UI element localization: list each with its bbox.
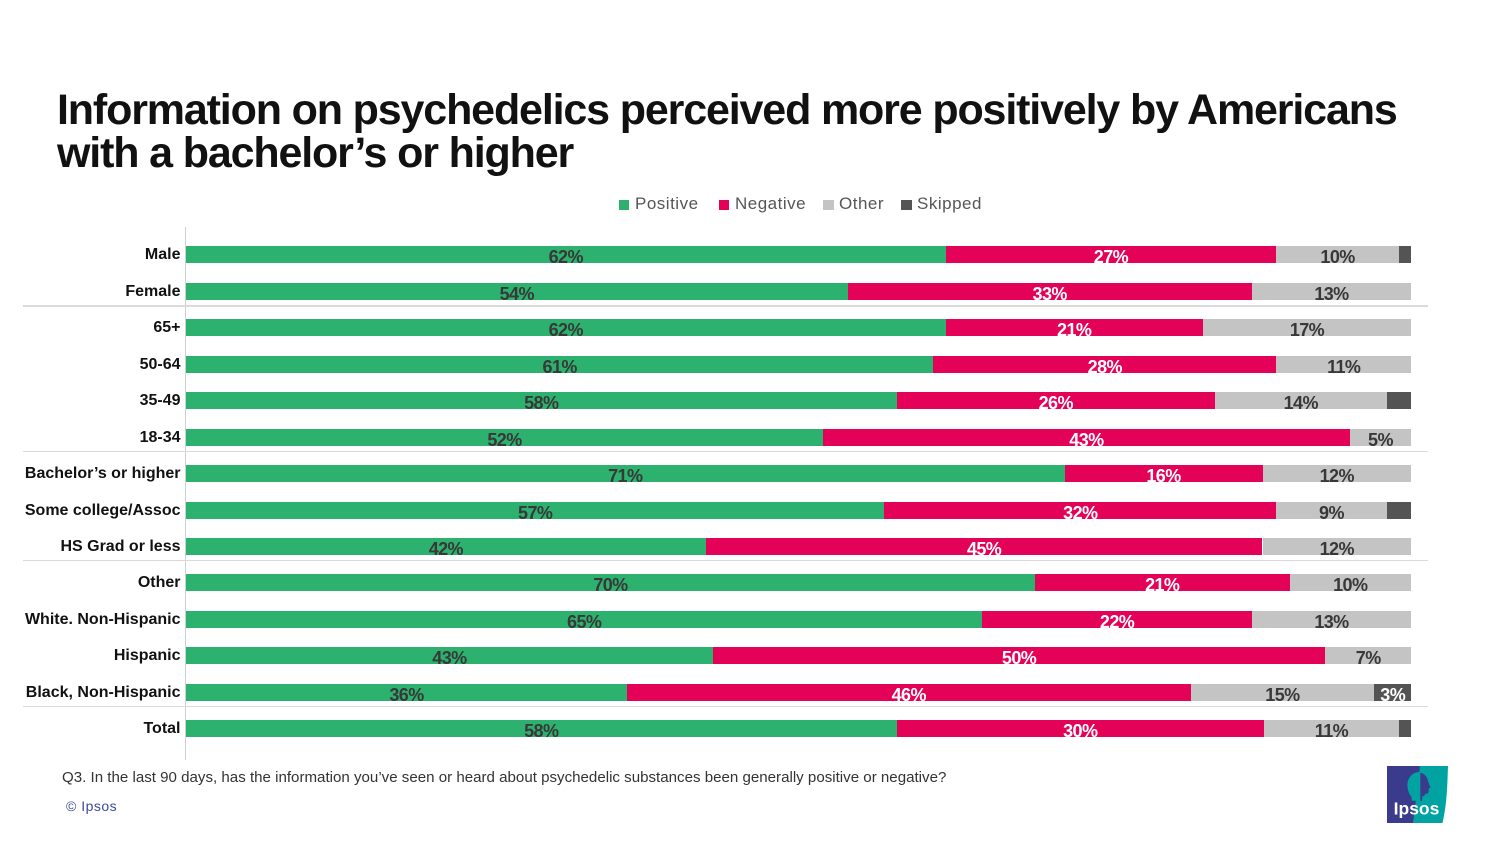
svg-text:Ipsos: Ipsos — [1394, 799, 1440, 819]
